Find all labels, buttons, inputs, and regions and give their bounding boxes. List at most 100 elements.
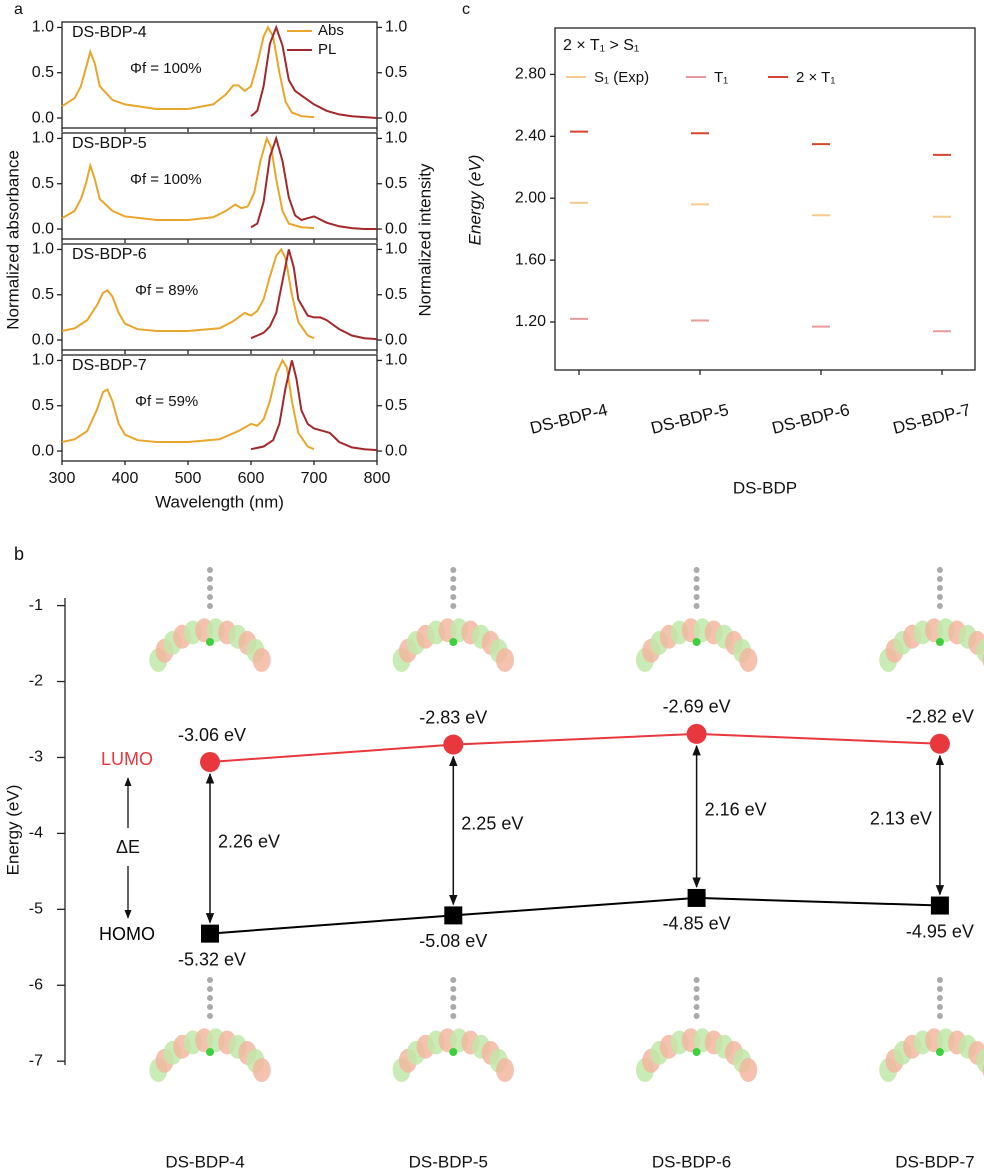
plot-frame <box>554 27 976 371</box>
y2-tick-label: 0.5 <box>385 286 407 303</box>
subplot-frame <box>61 354 378 462</box>
homo-point <box>444 906 463 925</box>
spectrum-line <box>250 360 378 452</box>
y-tick-label: 0.0 <box>32 442 54 459</box>
y2-tick-label: 1.0 <box>385 130 407 147</box>
spectrum-line <box>61 135 315 230</box>
value-label: -2.82 eV <box>906 707 974 727</box>
x-tick-label: DS-BDP-4 <box>528 400 610 438</box>
panel-label: a <box>14 1 23 18</box>
atom <box>692 1048 701 1056</box>
value-label: -3.06 eV <box>178 725 246 745</box>
orbital-lobe <box>739 648 758 673</box>
spectrum-line <box>61 358 315 451</box>
spectrum-line <box>250 24 378 119</box>
y-tick-label: 1.0 <box>32 352 54 369</box>
atom <box>693 567 700 573</box>
y-tick-label: 2.00 <box>515 189 546 206</box>
x-tick-label: DS-BDP-5 <box>649 400 731 438</box>
homo-point <box>687 888 706 907</box>
atom <box>207 986 213 992</box>
value-label: -4.95 eV <box>906 921 974 941</box>
atom <box>936 576 943 582</box>
atom <box>936 567 943 573</box>
atom <box>693 1013 700 1019</box>
y-axis-label: Energy (eV) <box>3 785 22 876</box>
y2-tick-label: 1.0 <box>385 352 407 369</box>
atom <box>450 585 457 591</box>
atom <box>207 567 213 573</box>
level-line <box>209 732 940 763</box>
category-label: DS-BDP-5 <box>409 1152 488 1171</box>
atom <box>207 1004 213 1010</box>
series-label: LUMO <box>101 749 153 769</box>
quantum-yield: Φf = 89% <box>135 282 198 299</box>
atom <box>450 986 457 992</box>
atom <box>207 995 213 1001</box>
subplot-title: DS-BDP-6 <box>72 246 147 263</box>
atom <box>936 1004 943 1010</box>
legend-label: S₁ (Exp) <box>594 69 649 86</box>
y-tick-label: 2.40 <box>515 128 546 145</box>
atom <box>693 995 700 1001</box>
category-label: DS-BDP-4 <box>165 1152 244 1171</box>
y-tick-label: -7 <box>29 1052 43 1069</box>
x-tick-label: 700 <box>301 470 328 487</box>
legend-label: T₁ <box>714 69 728 86</box>
y-tick-label: -4 <box>29 825 43 842</box>
orbital-lobe <box>252 648 271 673</box>
orbital-lobe <box>739 1058 758 1083</box>
atom <box>449 638 458 646</box>
gap-label: 2.16 eV <box>705 800 767 820</box>
subplot-frame <box>61 243 378 351</box>
subplot-title: DS-BDP-5 <box>72 135 147 152</box>
y2-tick-label: 0.5 <box>385 175 407 192</box>
atom <box>206 638 214 646</box>
gap-label: 2.13 eV <box>870 808 932 828</box>
atom <box>450 576 457 582</box>
annotation: 2 × T₁ > S₁ <box>563 37 639 54</box>
orbital-lobe <box>976 638 984 663</box>
panel-label: b <box>14 544 24 564</box>
orbital-picture <box>149 567 271 673</box>
orbital-picture <box>879 567 984 673</box>
quantum-yield: Φf = 100% <box>130 60 202 77</box>
orbital-picture <box>149 977 271 1083</box>
atom <box>449 1048 458 1056</box>
atom <box>936 986 943 992</box>
value-label: -5.32 eV <box>178 949 246 969</box>
x-tick-label: DS-BDP-7 <box>891 400 973 438</box>
orbital-picture <box>635 567 758 673</box>
gap-symbol: ΔE <box>116 837 140 857</box>
category-label: DS-BDP-6 <box>652 1152 731 1171</box>
lumo-point <box>200 752 220 773</box>
orbital-picture <box>879 977 984 1083</box>
orbital-lobe <box>252 1058 271 1083</box>
value-label: -2.69 eV <box>663 697 731 717</box>
y-tick-label: -6 <box>29 976 43 993</box>
atom <box>450 603 457 609</box>
y-tick-label: -3 <box>29 749 43 766</box>
atom <box>692 638 701 646</box>
x-tick-label: DS-BDP-6 <box>770 400 852 438</box>
y2-tick-label: 0.0 <box>385 220 407 237</box>
atom <box>450 1013 457 1019</box>
x-tick-label: 800 <box>364 470 391 487</box>
y-tick-label: 0.5 <box>32 397 54 414</box>
value-label: -4.85 eV <box>663 914 731 934</box>
y-axis-label: Energy (eV) <box>465 155 484 246</box>
value-label: -5.08 eV <box>419 931 487 951</box>
subplot-title: DS-BDP-4 <box>72 24 147 41</box>
y2-tick-label: 0.0 <box>385 442 407 459</box>
legend-label: 2 × T₁ <box>796 69 835 86</box>
y2-tick-label: 0.0 <box>385 331 407 348</box>
spectrum-line <box>250 135 377 230</box>
atom <box>693 986 700 992</box>
atom <box>450 977 457 983</box>
atom <box>693 576 700 582</box>
quantum-yield: Φf = 59% <box>135 393 198 410</box>
gap-label: 2.26 eV <box>218 832 280 852</box>
spectrum-line <box>61 247 315 340</box>
lumo-point <box>686 723 707 744</box>
